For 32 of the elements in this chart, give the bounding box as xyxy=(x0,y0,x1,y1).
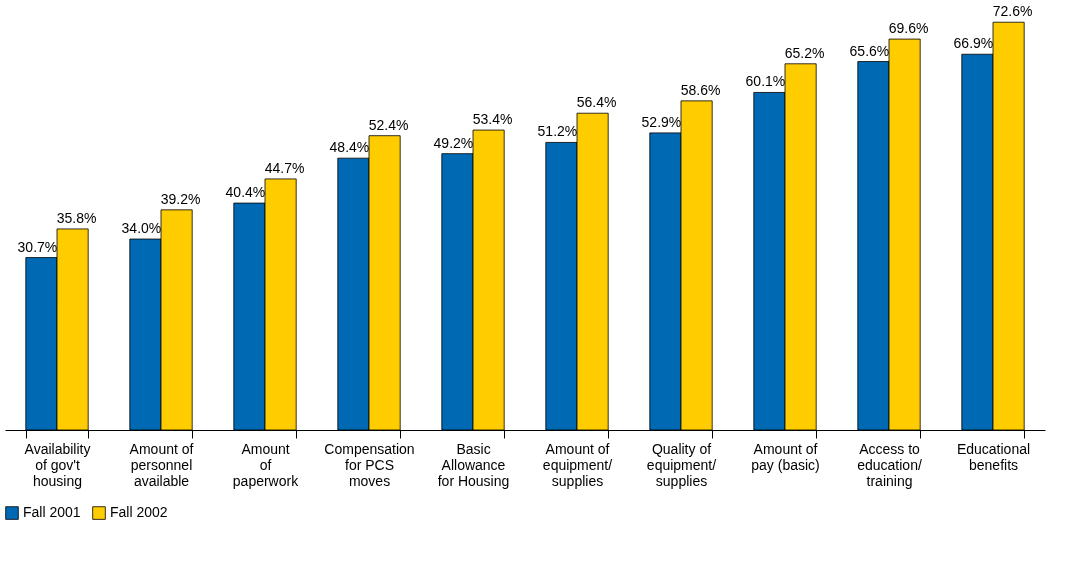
x-tick-label: Access to education/ training xyxy=(857,440,922,489)
data-label: 35.8% xyxy=(56,209,97,226)
data-label: 48.4% xyxy=(329,139,370,156)
x-tick-label: Availability of gov't housing xyxy=(24,440,91,489)
data-label: 34.0% xyxy=(121,220,162,237)
x-tick-label: Quality of equipment/ supplies xyxy=(646,440,717,489)
data-label: 52.9% xyxy=(641,113,682,130)
data-label: 56.4% xyxy=(576,94,617,111)
x-tick-label: Compensation for PCS moves xyxy=(324,440,415,489)
data-label: 30.7% xyxy=(17,238,58,255)
data-label: 72.6% xyxy=(992,3,1033,20)
x-tick-label: Amount of pay (basic) xyxy=(751,440,820,473)
x-tick-label: Basic Allowance for Housing xyxy=(437,440,510,489)
legend-label: Fall 2002 xyxy=(110,504,168,521)
data-label: 53.4% xyxy=(472,111,513,128)
x-tick-label: Educational benefits xyxy=(956,440,1031,473)
data-label: 40.4% xyxy=(225,184,266,201)
data-label: 51.2% xyxy=(537,123,578,140)
data-label: 60.1% xyxy=(745,73,786,90)
data-label: 69.6% xyxy=(888,20,929,37)
x-tick-label: Amount of personnel available xyxy=(129,440,194,489)
data-label: 52.4% xyxy=(368,116,409,133)
x-tick-label: Amount of equipment/ supplies xyxy=(542,440,613,489)
legend-label: Fall 2001 xyxy=(23,504,81,521)
data-label: 65.2% xyxy=(784,44,825,61)
data-label: 49.2% xyxy=(433,134,474,151)
data-label: 58.6% xyxy=(680,81,721,98)
data-label: 44.7% xyxy=(264,159,305,176)
data-label: 66.9% xyxy=(953,35,994,52)
x-tick-label: Amount of paperwork xyxy=(232,440,300,489)
data-label: 39.2% xyxy=(160,190,201,207)
data-label: 65.6% xyxy=(849,42,890,59)
